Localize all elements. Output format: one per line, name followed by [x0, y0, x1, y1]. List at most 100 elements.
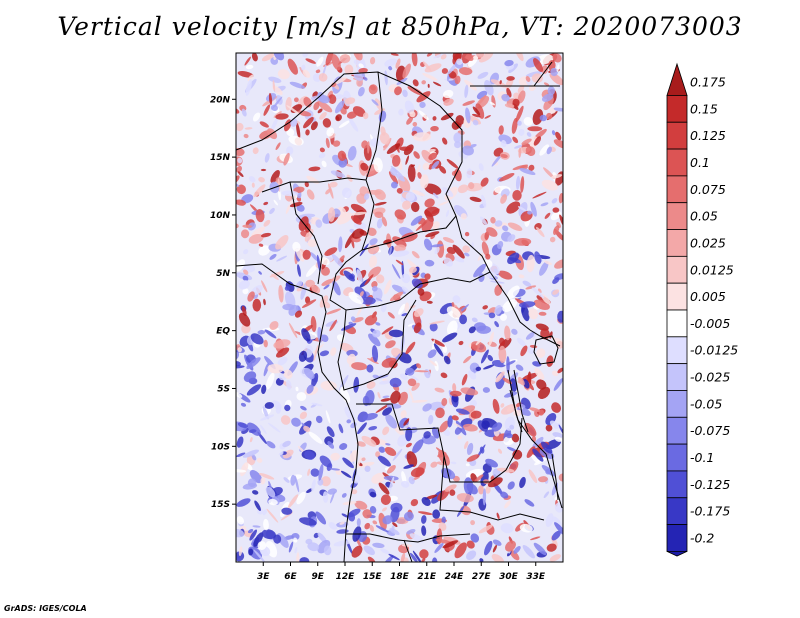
- field-cell: [245, 64, 254, 70]
- field-cell: [530, 536, 541, 541]
- field-cell: [421, 525, 427, 536]
- field-cell: [265, 372, 275, 390]
- field-cell: [329, 181, 338, 188]
- field-cell: [537, 386, 551, 400]
- field-cell: [517, 90, 526, 104]
- y-tick-label: 15N: [210, 153, 231, 163]
- colorbar-segment: [666, 255, 688, 284]
- field-cell: [466, 540, 475, 549]
- field-cell: [319, 295, 329, 308]
- field-cell: [358, 67, 368, 74]
- field-cell: [408, 388, 414, 402]
- field-cell: [252, 490, 259, 495]
- field-cell: [431, 160, 440, 170]
- field-cell: [315, 511, 327, 525]
- field-cell: [330, 275, 341, 283]
- field-cell: [401, 544, 413, 547]
- field-cell: [521, 304, 530, 322]
- field-cell: [340, 386, 351, 404]
- field-cell: [443, 257, 454, 267]
- field-cell: [316, 254, 321, 272]
- field-cell: [366, 381, 376, 390]
- field-cell: [237, 422, 249, 428]
- field-cell: [430, 461, 438, 468]
- colorbar-segment: [666, 443, 688, 472]
- border-nigeria: [261, 177, 367, 285]
- field-cell: [525, 331, 536, 340]
- field-cell: [385, 414, 398, 429]
- field-cell: [302, 69, 311, 78]
- field-cell: [405, 367, 415, 376]
- field-cell: [375, 403, 390, 413]
- field-cell: [253, 184, 266, 198]
- field-cell: [389, 377, 402, 388]
- field-cell: [331, 254, 344, 268]
- field-cell: [409, 266, 417, 274]
- field-cell: [421, 218, 434, 233]
- field-cell: [306, 384, 314, 394]
- field-cell: [388, 329, 404, 338]
- field-cell: [293, 186, 305, 193]
- field-cell: [461, 373, 468, 386]
- field-cell: [478, 485, 484, 495]
- field-cell: [390, 390, 401, 404]
- field-cell: [456, 58, 463, 65]
- field-cell: [442, 89, 454, 99]
- field-cell: [525, 76, 531, 82]
- field-cell: [383, 279, 392, 295]
- field-cell: [450, 461, 457, 465]
- field-cell: [490, 217, 496, 224]
- field-cell: [303, 425, 311, 432]
- field-cell: [268, 498, 278, 506]
- colorbar-segment: [666, 470, 688, 499]
- field-cell: [406, 451, 418, 468]
- field-cell: [253, 532, 264, 547]
- field-cell: [557, 310, 563, 323]
- field-cell: [339, 521, 345, 525]
- field-cell: [248, 234, 264, 244]
- field-cell: [263, 201, 269, 206]
- field-cell: [451, 302, 455, 307]
- field-cell: [440, 54, 447, 60]
- field-cell: [277, 69, 290, 80]
- field-cell: [382, 515, 393, 525]
- field-cell: [343, 270, 355, 282]
- field-cell: [482, 488, 487, 506]
- field-cell: [534, 222, 542, 231]
- field-cell: [408, 476, 415, 485]
- field-cell: [286, 105, 302, 116]
- field-cell: [391, 250, 410, 257]
- field-cell: [471, 317, 478, 323]
- x-tick-label: 21E: [417, 572, 437, 582]
- field-cell: [434, 246, 440, 255]
- field-cell: [442, 332, 458, 343]
- field-cell: [428, 152, 438, 161]
- field-cell: [532, 448, 544, 462]
- field-cell: [294, 475, 300, 493]
- field-cell: [431, 221, 440, 230]
- field-cell: [302, 53, 309, 58]
- field-cell: [470, 533, 480, 543]
- field-cell: [357, 422, 367, 435]
- field-cell: [434, 542, 444, 553]
- x-tick-label: 6E: [284, 572, 297, 582]
- field-cell: [295, 386, 299, 392]
- field-cell: [507, 481, 515, 490]
- field-cell: [384, 70, 388, 86]
- field-cell: [384, 58, 398, 67]
- field-cell: [388, 171, 399, 185]
- field-cell: [504, 59, 514, 67]
- field-cell: [364, 193, 370, 200]
- field-cell: [395, 259, 404, 266]
- x-tick-label: 18E: [390, 572, 410, 582]
- field-cell: [369, 238, 378, 246]
- field-cell: [419, 101, 426, 109]
- border-congo-drc: [337, 299, 417, 391]
- field-cell: [400, 552, 406, 562]
- field-cell: [383, 555, 394, 562]
- field-cell: [401, 273, 411, 284]
- field-cell: [284, 535, 294, 540]
- field-cell: [434, 387, 445, 393]
- field-cell: [289, 81, 306, 89]
- field-cell: [394, 209, 407, 220]
